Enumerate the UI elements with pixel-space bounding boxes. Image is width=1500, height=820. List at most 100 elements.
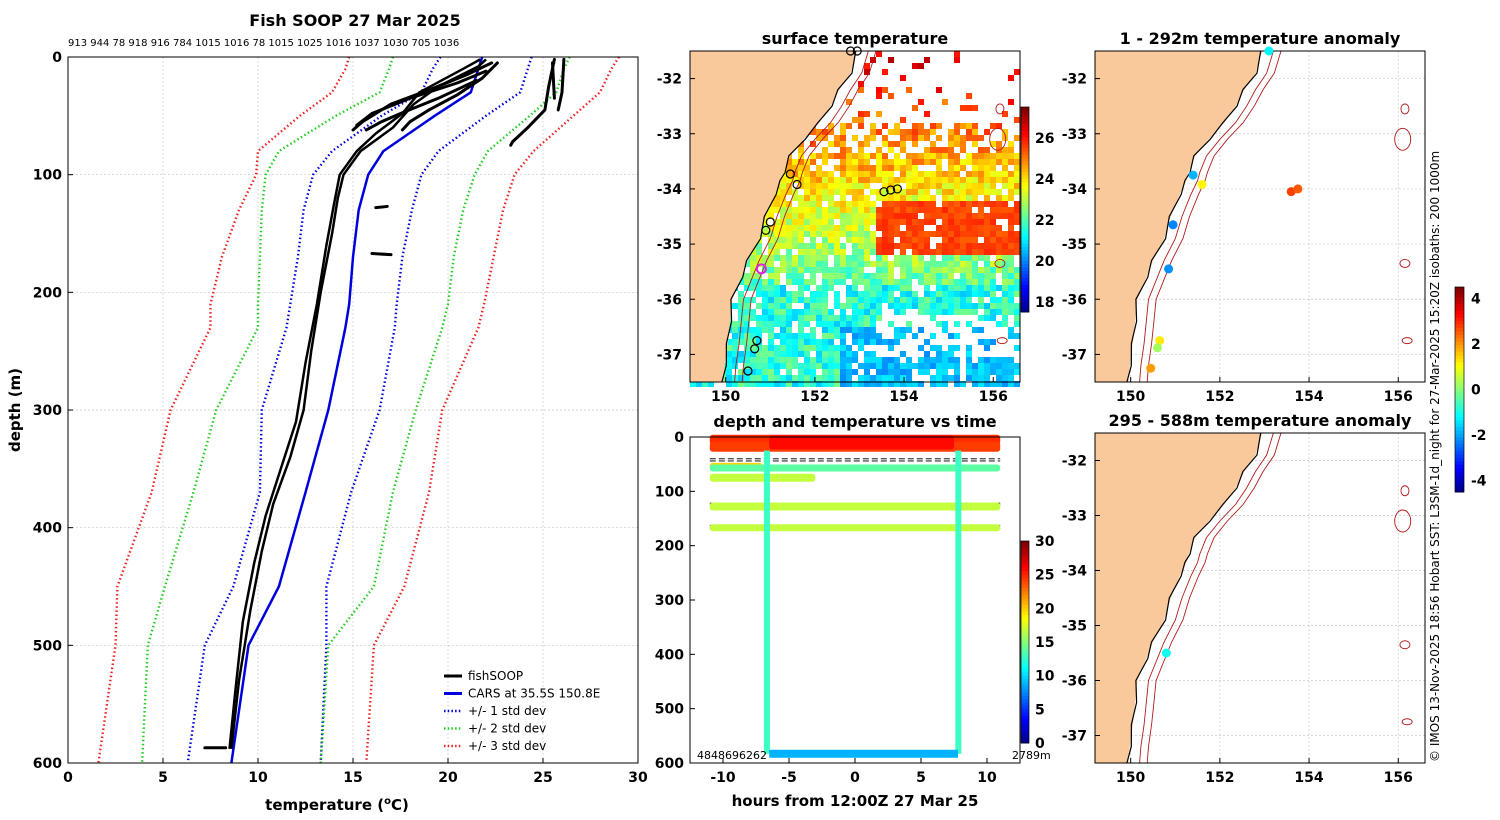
sst-cell [864, 201, 870, 207]
sst-cell [870, 315, 876, 321]
colorbar-tick-label: 0 [1035, 736, 1045, 752]
sst-cell [984, 237, 990, 243]
sst-cell [924, 285, 930, 291]
sst-cell [900, 189, 906, 195]
sst-cell [828, 309, 834, 315]
colorbar-cell [1455, 334, 1464, 339]
sst-cell [774, 369, 780, 375]
sst-cell [966, 279, 972, 285]
sst-cell [918, 327, 924, 333]
sst-cell [726, 363, 732, 369]
sst-cell [786, 333, 792, 339]
sst-cell [804, 381, 810, 387]
sst-cell [906, 219, 912, 225]
sst-cell [900, 141, 906, 147]
sst-cell [876, 297, 882, 303]
sst-cell [936, 285, 942, 291]
sst-cell [978, 207, 984, 213]
sst-cell [966, 135, 972, 141]
colorbar-cell [1021, 648, 1029, 653]
sst-cell [816, 345, 822, 351]
sst-cell [774, 201, 780, 207]
sst-cell [966, 105, 972, 111]
colorbar-cell [1021, 544, 1029, 549]
sst-cell [930, 213, 936, 219]
sst-cell [822, 333, 828, 339]
sst-cell [972, 267, 978, 273]
sst-cell [768, 243, 774, 249]
cast-location-marker [892, 184, 902, 194]
sst-cell [942, 147, 948, 153]
sst-cell [816, 243, 822, 249]
sst-cell [762, 225, 768, 231]
sst-cell [966, 201, 972, 207]
sst-cell [1008, 195, 1014, 201]
colorbar-cell [1021, 732, 1029, 737]
sst-cell [804, 303, 810, 309]
colorbar-cell [1021, 117, 1029, 122]
sst-cell [984, 345, 990, 351]
sst-cell [990, 249, 996, 255]
sst-cell [744, 381, 750, 387]
sst-cell [978, 315, 984, 321]
sst-cell [966, 273, 972, 279]
sst-cell [816, 381, 822, 387]
sst-cell [1008, 327, 1014, 333]
sst-cell [972, 135, 978, 141]
sst-cell [786, 177, 792, 183]
sst-cell [756, 339, 762, 345]
sst-cell [870, 303, 876, 309]
sst-cell [1014, 315, 1020, 321]
sst-cell [852, 153, 858, 159]
sst-cell [942, 195, 948, 201]
colorbar-cell [1021, 668, 1029, 673]
sst-cell [888, 297, 894, 303]
series-fishsoop-b [228, 58, 481, 750]
sst-cell [798, 165, 804, 171]
sst-cell [834, 135, 840, 141]
sst-cell [948, 213, 954, 219]
sst-cell [834, 369, 840, 375]
sst-cell [972, 249, 978, 255]
colorbar-cell [1455, 471, 1464, 476]
sst-cell [882, 123, 888, 129]
sst-cell [1014, 135, 1020, 141]
sst-cell [948, 135, 954, 141]
fishsoop-profile-fragment [509, 57, 556, 147]
sst-cell [996, 231, 1002, 237]
sst-cell [786, 369, 792, 375]
sst-cell [822, 285, 828, 291]
sst-cell [978, 381, 984, 387]
sst-cell [864, 351, 870, 357]
sst-cell [858, 327, 864, 333]
sst-cell [888, 219, 894, 225]
sst-cell [834, 267, 840, 273]
sst-cell [906, 189, 912, 195]
sst-cell [864, 375, 870, 381]
sst-cell [888, 357, 894, 363]
sst-cell [774, 243, 780, 249]
sst-cell [948, 333, 954, 339]
sst-cell [804, 297, 810, 303]
sst-cell [840, 171, 846, 177]
isobath-1000m [741, 50, 877, 383]
sst-cell [828, 129, 834, 135]
sst-cell [786, 213, 792, 219]
sst-cell [978, 147, 984, 153]
sst-cell [996, 369, 1002, 375]
sst-cell [930, 195, 936, 201]
sst-cell [774, 219, 780, 225]
fishsoop-profile-fragment [374, 204, 389, 210]
sst-cell [966, 309, 972, 315]
colorbar-cell [1021, 165, 1029, 169]
sst-cell [810, 375, 816, 381]
sst-cell [744, 261, 750, 267]
anomaly-point [1188, 170, 1198, 180]
colorbar-cell [1021, 645, 1029, 650]
sst-cell [882, 189, 888, 195]
sst-cell [822, 315, 828, 321]
sst-cell [1008, 153, 1014, 159]
sst-cell [822, 147, 828, 153]
sst-cell [894, 123, 900, 129]
sst-cell [834, 213, 840, 219]
